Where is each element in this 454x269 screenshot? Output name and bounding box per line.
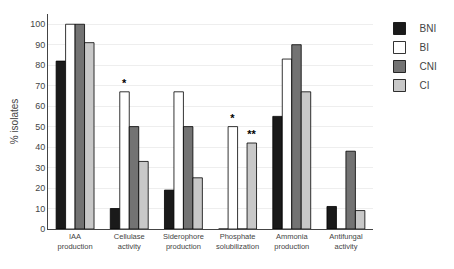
svg-text:70: 70	[35, 81, 45, 91]
svg-text:30: 30	[35, 163, 45, 173]
svg-text:60: 60	[35, 101, 45, 111]
svg-text:BI: BI	[420, 42, 429, 53]
svg-text:Phosphatesolubilization: Phosphatesolubilization	[216, 232, 259, 251]
svg-text:90: 90	[35, 40, 45, 50]
svg-text:Cellulaseactivity: Cellulaseactivity	[114, 232, 145, 251]
svg-text:0: 0	[40, 224, 45, 234]
svg-text:Siderophoreproduction: Siderophoreproduction	[163, 232, 204, 251]
svg-text:**: **	[247, 128, 256, 140]
svg-text:40: 40	[35, 142, 45, 152]
svg-text:100: 100	[30, 19, 45, 29]
svg-text:CI: CI	[420, 80, 430, 91]
svg-text:Ammoniaproduction: Ammoniaproduction	[274, 232, 309, 251]
svg-text:50: 50	[35, 122, 45, 132]
svg-text:BNI: BNI	[420, 23, 437, 34]
svg-text:10: 10	[35, 204, 45, 214]
svg-text:% isolates: % isolates	[9, 99, 20, 145]
svg-text:*: *	[230, 112, 235, 124]
svg-text:Antifungalactivity: Antifungalactivity	[329, 232, 363, 251]
svg-text:CNI: CNI	[420, 61, 437, 72]
svg-text:20: 20	[35, 183, 45, 193]
svg-text:80: 80	[35, 60, 45, 70]
svg-text:IAAproduction: IAAproduction	[58, 232, 93, 251]
svg-text:*: *	[122, 77, 127, 89]
